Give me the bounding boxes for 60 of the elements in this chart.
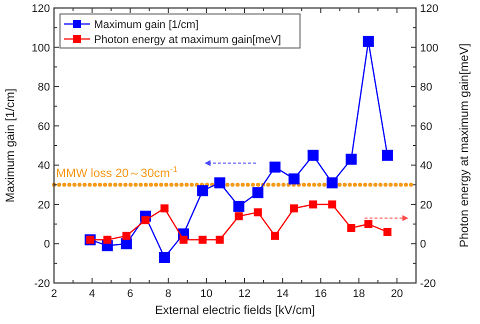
ref-line-label: MMW loss 20～30cm$^{-1}$ [56,164,178,180]
point [141,216,150,224]
y-axis-title: Maximum gain [1/cm] [3,88,17,203]
point [159,252,170,263]
x-tick-label: 14 [276,288,289,300]
point [288,173,300,184]
x-tick-label: 8 [165,288,172,300]
point [290,204,298,212]
point [328,200,336,208]
point [271,232,280,240]
point [122,232,130,240]
y-tick-label: 40 [38,160,50,172]
y2-tick-label: -20 [420,278,436,290]
x-tick-label: 6 [127,288,134,300]
x-axis-title: External electric fields [kV/cm] [154,303,316,317]
y2-axis-title: Photon energy at maximum gain[meV] [457,43,471,248]
point [364,220,372,228]
point [234,212,243,220]
x-tick-label: 12 [238,288,251,300]
point [309,200,318,208]
y-tick-label: 100 [32,42,50,54]
point [233,200,244,212]
x-tick-label: 16 [314,288,327,300]
y2-tick-label: 40 [420,160,432,172]
legend-label: Maximum gain [1/cm] [94,19,199,31]
y2-tick-label: 80 [420,82,432,94]
y2-tick-label: 0 [420,238,426,251]
point [383,228,392,236]
point [197,185,208,196]
point [214,177,226,188]
point [270,162,281,173]
point [103,236,112,244]
y-tick-label: 0 [44,238,50,251]
y-tick-label: 120 [32,3,50,15]
point [382,150,393,161]
x-tick-label: 4 [89,288,96,300]
y-tick-label: 20 [38,199,50,212]
point [326,177,338,188]
y2-tick-label: 20 [420,199,432,212]
point [252,187,264,198]
point [216,236,224,244]
y2-tick-label: 100 [420,42,438,54]
x-tick-label: 2 [50,288,58,300]
point [346,154,357,165]
y-tick-label: 60 [38,120,50,133]
y-tick-label: -20 [34,278,50,290]
point [160,204,169,212]
point [180,236,188,244]
legend-label: Photon energy at maximum gain[meV] [94,34,282,46]
point [198,236,207,244]
y2-tick-label: 120 [420,3,438,15]
y-tick-label: 80 [38,82,50,94]
x-tick-label: 20 [390,288,404,300]
point [254,208,262,216]
point [347,224,356,232]
x-tick-label: 18 [352,288,365,300]
x-tick-label: 10 [200,288,213,300]
point [362,36,374,47]
y2-tick-label: 60 [420,120,432,133]
point [308,150,319,161]
